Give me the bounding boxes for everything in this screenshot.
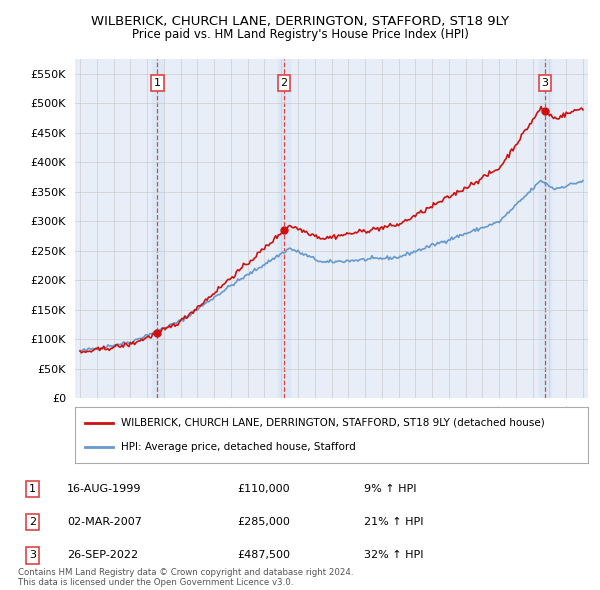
Text: £110,000: £110,000 — [237, 484, 290, 494]
Text: HPI: Average price, detached house, Stafford: HPI: Average price, detached house, Staf… — [121, 442, 356, 453]
Bar — [152, 59, 163, 398]
Text: WILBERICK, CHURCH LANE, DERRINGTON, STAFFORD, ST18 9LY (detached house): WILBERICK, CHURCH LANE, DERRINGTON, STAF… — [121, 418, 545, 428]
Text: 3: 3 — [542, 78, 548, 88]
Text: Contains HM Land Registry data © Crown copyright and database right 2024.
This d: Contains HM Land Registry data © Crown c… — [18, 568, 353, 587]
Text: WILBERICK, CHURCH LANE, DERRINGTON, STAFFORD, ST18 9LY: WILBERICK, CHURCH LANE, DERRINGTON, STAF… — [91, 15, 509, 28]
Text: 1: 1 — [154, 78, 161, 88]
Text: 3: 3 — [29, 550, 36, 560]
Text: £285,000: £285,000 — [237, 517, 290, 527]
Text: 1: 1 — [29, 484, 36, 494]
Text: 9% ↑ HPI: 9% ↑ HPI — [364, 484, 416, 494]
Text: Price paid vs. HM Land Registry's House Price Index (HPI): Price paid vs. HM Land Registry's House … — [131, 28, 469, 41]
Text: 21% ↑ HPI: 21% ↑ HPI — [364, 517, 423, 527]
Text: 2: 2 — [280, 78, 287, 88]
Text: 02-MAR-2007: 02-MAR-2007 — [67, 517, 142, 527]
Text: 32% ↑ HPI: 32% ↑ HPI — [364, 550, 423, 560]
Bar — [539, 59, 551, 398]
Text: 16-AUG-1999: 16-AUG-1999 — [67, 484, 142, 494]
Text: 26-SEP-2022: 26-SEP-2022 — [67, 550, 138, 560]
Bar — [278, 59, 290, 398]
Text: 2: 2 — [29, 517, 36, 527]
Text: £487,500: £487,500 — [237, 550, 290, 560]
